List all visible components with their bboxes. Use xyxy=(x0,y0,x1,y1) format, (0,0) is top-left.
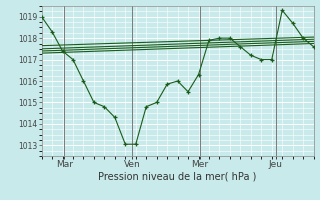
X-axis label: Pression niveau de la mer( hPa ): Pression niveau de la mer( hPa ) xyxy=(99,172,257,182)
